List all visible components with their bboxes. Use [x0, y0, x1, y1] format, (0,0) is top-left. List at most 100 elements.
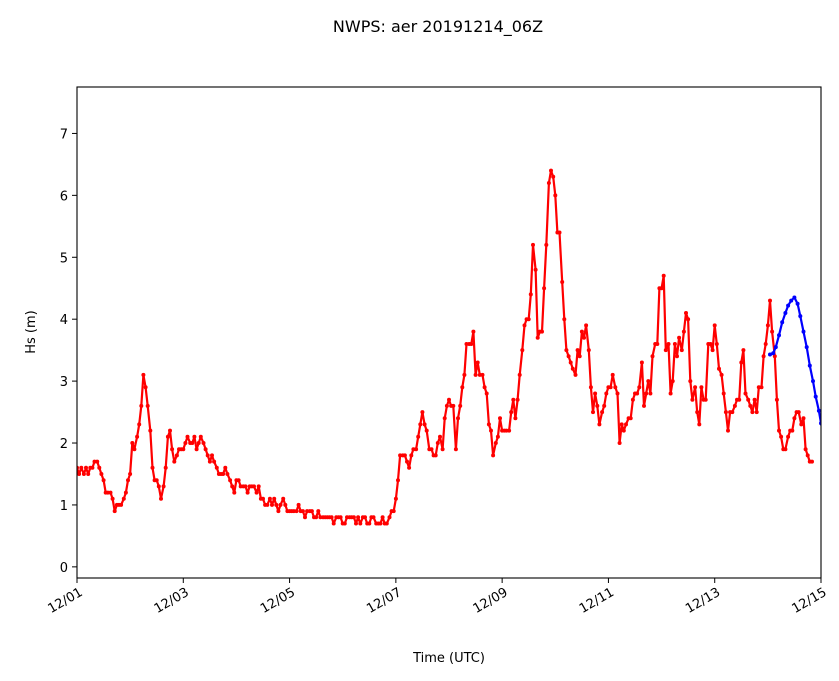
data-point [670, 379, 675, 384]
y-tick-label: 3 [60, 375, 68, 390]
data-point [511, 397, 516, 402]
data-point [356, 515, 361, 520]
data-point [161, 484, 166, 489]
data-point [752, 397, 757, 402]
data-point [777, 333, 781, 338]
data-point [453, 447, 458, 452]
data-point [517, 372, 522, 377]
data-point [205, 453, 210, 458]
data-point [442, 416, 447, 421]
data-point [821, 432, 825, 436]
x-tick-label: 12/13 [683, 585, 723, 617]
data-point [746, 397, 751, 402]
data-point [810, 459, 814, 464]
data-point [726, 428, 730, 433]
data-point [570, 366, 575, 371]
data-point [471, 329, 476, 334]
data-point [163, 465, 168, 470]
data-point [174, 453, 179, 458]
data-point [621, 428, 626, 433]
data-point [150, 465, 155, 470]
series-1 [768, 295, 825, 436]
data-point [573, 372, 578, 377]
data-point [796, 410, 801, 415]
data-point [489, 428, 493, 433]
data-point [261, 496, 265, 501]
data-point [795, 301, 800, 306]
data-point [294, 509, 299, 514]
data-point [110, 496, 115, 501]
data-point [588, 385, 593, 390]
data-point [786, 303, 791, 308]
data-point [743, 391, 748, 396]
data-point [300, 509, 305, 514]
data-point [444, 403, 449, 408]
data-point [546, 181, 551, 185]
data-point [754, 410, 759, 415]
data-point [316, 509, 321, 514]
series-0 [77, 168, 814, 526]
x-tick-label: 12/03 [152, 585, 192, 617]
data-point [693, 385, 698, 390]
data-point [119, 502, 124, 507]
data-point [154, 478, 159, 483]
data-point [540, 329, 544, 334]
x-tick-label: 12/15 [789, 585, 829, 617]
data-point [509, 410, 514, 415]
data-point [639, 360, 644, 365]
data-point [531, 242, 535, 247]
data-point [123, 490, 128, 495]
x-tick-label: 12/11 [577, 585, 617, 617]
data-point [763, 342, 768, 346]
data-point [703, 397, 708, 402]
data-point [668, 391, 673, 396]
data-point [225, 472, 230, 476]
data-point [770, 329, 775, 334]
data-point [254, 490, 259, 495]
data-point [786, 434, 791, 439]
y-axis: 0 1 2 3 4 5 6 7 [60, 127, 77, 576]
data-point [617, 441, 622, 445]
data-point [697, 422, 702, 427]
data-point [212, 459, 217, 464]
data-point [579, 329, 584, 334]
data-point [172, 459, 177, 464]
data-point [252, 484, 256, 489]
x-tick-label: 12/07 [364, 585, 404, 617]
data-point [568, 360, 573, 365]
data-point [243, 484, 248, 489]
data-point [721, 391, 726, 396]
data-point [101, 478, 106, 483]
data-point [666, 342, 671, 346]
data-point [192, 434, 197, 439]
data-point [604, 391, 609, 396]
data-point [228, 478, 233, 483]
data-point [387, 515, 392, 520]
data-point [207, 459, 212, 464]
x-axis-label: Time (UTC) [412, 651, 485, 666]
data-point [771, 351, 776, 356]
data-point [608, 385, 613, 390]
data-point [677, 335, 682, 340]
data-point [798, 314, 803, 319]
data-point [659, 286, 664, 291]
data-point [130, 441, 135, 445]
data-point [777, 428, 781, 433]
data-point [783, 311, 788, 315]
data-point [462, 372, 467, 377]
data-point [535, 335, 540, 340]
data-point [274, 502, 279, 507]
data-point [245, 490, 250, 495]
data-point [139, 403, 144, 408]
data-point [210, 453, 214, 458]
y-tick-label: 4 [60, 313, 68, 328]
data-point [458, 403, 463, 408]
data-point [774, 397, 779, 402]
data-point [198, 434, 203, 439]
data-point [646, 379, 651, 384]
data-point [628, 416, 633, 421]
data-point [303, 515, 307, 520]
data-point [230, 484, 235, 489]
data-point [493, 441, 498, 445]
data-point [214, 465, 219, 470]
